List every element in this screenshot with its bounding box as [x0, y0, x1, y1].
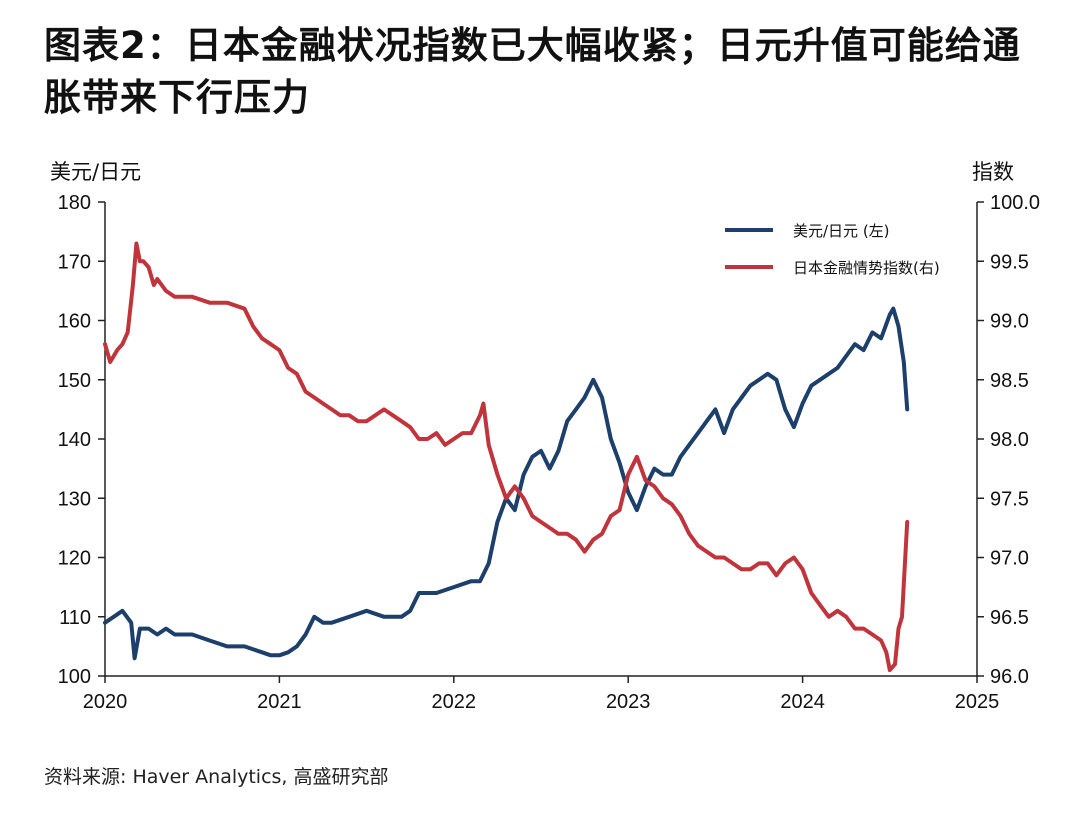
left-tick-label: 110 — [59, 607, 91, 629]
right-axis-unit-label: 指数 — [972, 160, 1014, 184]
left-tick-label: 140 — [58, 429, 91, 451]
usd-jpy-line — [103, 306, 910, 661]
right-tick-label: 96.0 — [990, 666, 1029, 688]
right-tick-label: 99.5 — [990, 251, 1029, 273]
chart-title: 图表2：日本金融状况指数已大幅收紧；日元升值可能给通胀带来下行压力 — [44, 24, 1021, 119]
right-tick-label: 98.5 — [990, 370, 1029, 392]
right-tick-label: 97.0 — [990, 548, 1029, 570]
x-tick-label: 2021 — [257, 691, 302, 713]
left-tick-label: 120 — [58, 548, 91, 570]
left-tick-label: 150 — [58, 370, 91, 392]
axes: 100 110 120 130 140 150 160 170 180 96.0 96.5 97.0 9… — [58, 192, 1040, 713]
left-axis-unit-label: 美元/日元 — [50, 160, 142, 184]
x-tick-label: 2023 — [606, 691, 651, 713]
right-tick-label: 100.0 — [990, 192, 1040, 214]
legend: 美元/日元 (左) 日本金融情势指数(右) — [725, 222, 940, 277]
x-tick-label: 2022 — [432, 691, 477, 713]
left-tick-label: 180 — [58, 192, 91, 214]
right-tick-label: 99.0 — [990, 311, 1029, 333]
japan-fci-line — [103, 241, 910, 673]
source-note: 资料来源: Haver Analytics, 高盛研究部 — [44, 766, 389, 788]
legend-label-japan-fci: 日本金融情势指数(右) — [793, 259, 940, 277]
x-tick-label: 2024 — [780, 691, 825, 713]
left-tick-label: 160 — [58, 311, 91, 333]
right-tick-label: 98.0 — [990, 429, 1029, 451]
right-tick-label: 97.5 — [990, 488, 1029, 510]
x-tick-label: 2025 — [955, 691, 1000, 713]
left-tick-label: 130 — [58, 488, 91, 510]
x-tick-label: 2020 — [83, 691, 128, 713]
left-tick-label: 170 — [58, 251, 91, 273]
left-tick-label: 100 — [58, 666, 91, 688]
series-lines — [103, 241, 910, 673]
legend-label-usd-jpy: 美元/日元 (左) — [793, 222, 890, 240]
right-tick-label: 96.5 — [990, 607, 1029, 629]
